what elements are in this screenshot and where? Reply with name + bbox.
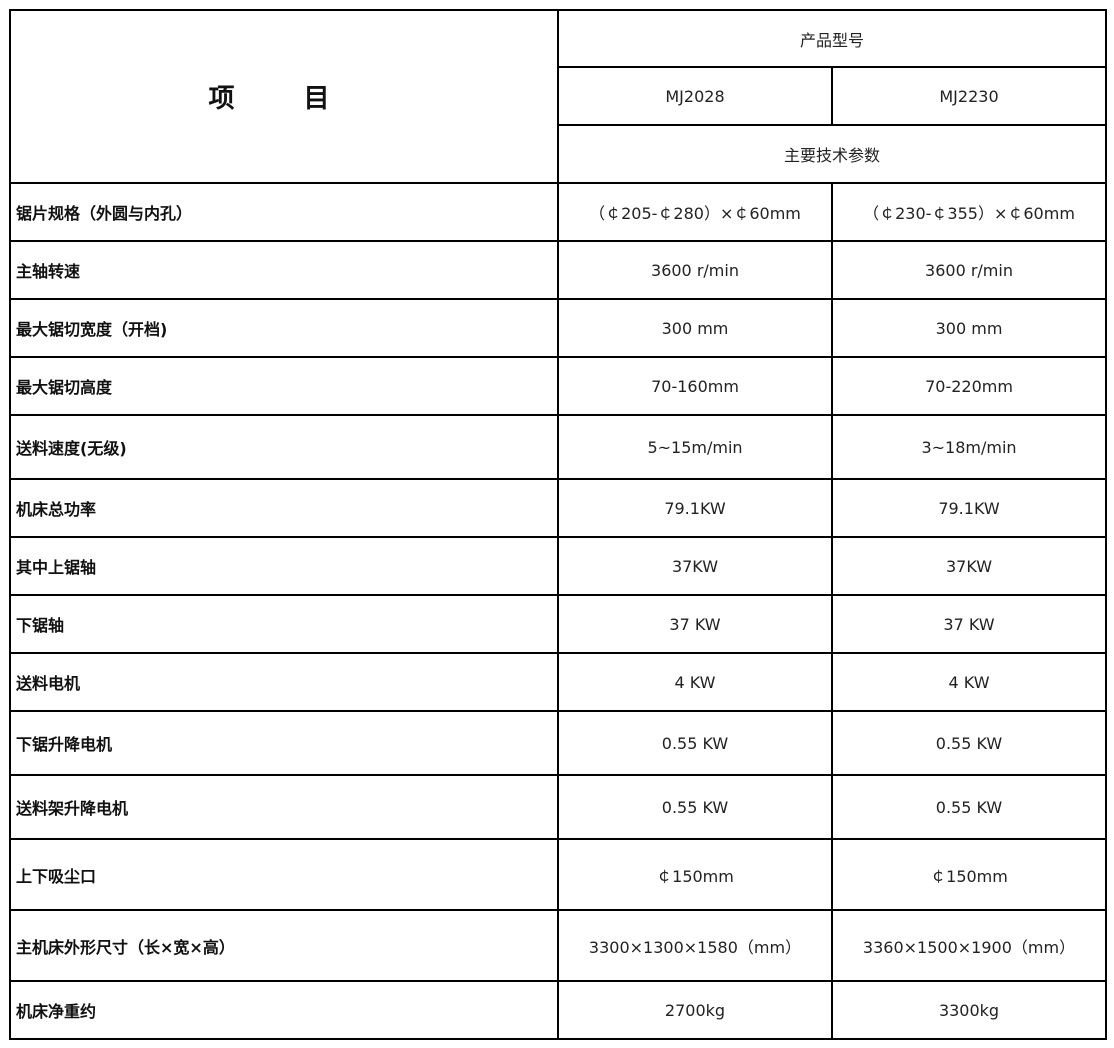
row-label: 送料架升降电机 xyxy=(9,774,559,840)
main-params-header: 主要技术参数 xyxy=(556,124,1108,184)
row-label: 最大锯切高度 xyxy=(9,356,559,416)
table-row: 机床总功率 79.1KW 79.1KW xyxy=(9,478,1108,538)
row-label: 送料速度(无级) xyxy=(9,414,559,480)
table-row: 送料速度(无级) 5~15m/min 3~18m/min xyxy=(9,414,1108,480)
row-label: 主机床外形尺寸（长×宽×高） xyxy=(9,909,559,982)
table-row: 主机床外形尺寸（长×宽×高） 3300×1300×1580（mm） 3360×150… xyxy=(9,909,1108,982)
row-value: 0.55 KW xyxy=(830,710,1108,776)
row-value: 3~18m/min xyxy=(830,414,1108,480)
table-row: 下锯轴 37 KW 37 KW xyxy=(9,594,1108,654)
row-value: 3360×1500×1900（mm） xyxy=(830,909,1108,982)
row-label: 机床净重约 xyxy=(9,980,559,1040)
row-value: 70-160mm xyxy=(557,356,833,416)
row-value: 0.55 KW xyxy=(557,774,833,840)
row-value: 3300kg xyxy=(830,980,1108,1040)
table-row: 下锯升降电机 0.55 KW 0.55 KW xyxy=(9,710,1108,776)
table-row: 送料架升降电机 0.55 KW 0.55 KW xyxy=(9,774,1108,840)
row-label: 机床总功率 xyxy=(9,478,559,538)
row-value: 3600 r/min xyxy=(830,240,1108,300)
row-value: 70-220mm xyxy=(830,356,1108,416)
row-value: ￠150mm xyxy=(830,838,1108,911)
row-value: 0.55 KW xyxy=(557,710,833,776)
table-row: 最大锯切宽度（开档) 300 mm 300 mm xyxy=(9,298,1108,358)
row-value: 4 KW xyxy=(557,652,833,712)
row-label: 下锯轴 xyxy=(9,594,559,654)
row-value: 2700kg xyxy=(557,980,833,1040)
product-model-header: 产品型号 xyxy=(556,9,1108,68)
spec-table: 项 目 产品型号 MJ2028 MJ2230 主要技术参数 锯片规格（外圆与内孔… xyxy=(9,9,1108,1040)
row-value: 5~15m/min xyxy=(557,414,833,480)
row-value: 37KW xyxy=(557,536,833,596)
table-row: 机床净重约 2700kg 3300kg xyxy=(9,980,1108,1040)
row-value: ￠150mm xyxy=(557,838,833,911)
row-label: 主轴转速 xyxy=(9,240,559,300)
row-value: 79.1KW xyxy=(830,478,1108,538)
table-row: 锯片规格（外圆与内孔） （￠205-￠280）×￠60mm （￠230-￠355）×… xyxy=(9,182,1108,242)
row-label: 其中上锯轴 xyxy=(9,536,559,596)
row-label: 送料电机 xyxy=(9,652,559,712)
item-header: 项 目 xyxy=(9,9,559,184)
row-label: 上下吸尘口 xyxy=(9,838,559,911)
row-value: 37 KW xyxy=(830,594,1108,654)
model-header: MJ2230 xyxy=(830,66,1108,126)
row-value: 79.1KW xyxy=(557,478,833,538)
row-value: 4 KW xyxy=(830,652,1108,712)
table-row: 其中上锯轴 37KW 37KW xyxy=(9,536,1108,596)
row-value: 300 mm xyxy=(830,298,1108,358)
row-value: （￠205-￠280）×￠60mm xyxy=(557,182,833,242)
table-row: 上下吸尘口 ￠150mm ￠150mm xyxy=(9,838,1108,911)
row-value: 3600 r/min xyxy=(557,240,833,300)
table-row: 最大锯切高度 70-160mm 70-220mm xyxy=(9,356,1108,416)
row-value: （￠230-￠355）×￠60mm xyxy=(830,182,1108,242)
row-label: 锯片规格（外圆与内孔） xyxy=(9,182,559,242)
row-label: 最大锯切宽度（开档) xyxy=(9,298,559,358)
row-value: 3300×1300×1580（mm） xyxy=(557,909,833,982)
row-value: 0.55 KW xyxy=(830,774,1108,840)
row-value: 37KW xyxy=(830,536,1108,596)
table-row: 送料电机 4 KW 4 KW xyxy=(9,652,1108,712)
table-row: 主轴转速 3600 r/min 3600 r/min xyxy=(9,240,1108,300)
row-value: 37 KW xyxy=(557,594,833,654)
model-header: MJ2028 xyxy=(557,66,833,126)
row-label: 下锯升降电机 xyxy=(9,710,559,776)
row-value: 300 mm xyxy=(557,298,833,358)
